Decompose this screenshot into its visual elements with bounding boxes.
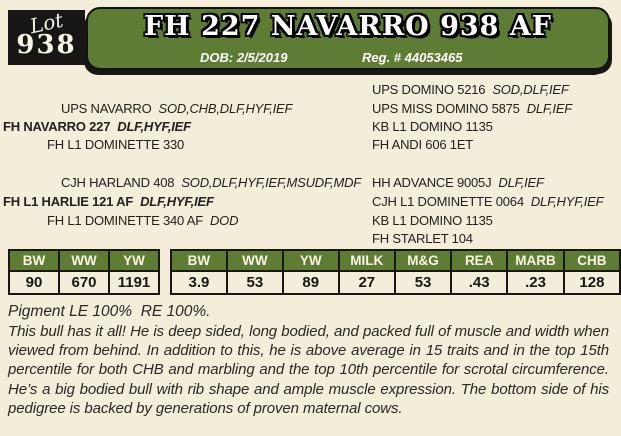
value-marb: .23 [506, 270, 565, 295]
pedigree-dam-of-dam: FH L1 DOMINETTE 340 AF DOD [47, 213, 238, 228]
ancestor-name: UPS DOMINO 5216 [372, 82, 486, 97]
epd-table: BW WW YW MILK M&G REA MARB CHB 3.9 53 89… [170, 249, 621, 295]
performance-value-row: 90 670 1191 [8, 270, 160, 295]
ancestor-flags: SOD,CHB,DLF,HYF,IEF [158, 101, 293, 116]
ancestor-name: CJH HARLAND 408 [61, 175, 175, 190]
ancestor-name: CJH L1 DOMINETTE 0064 [372, 194, 524, 209]
dob-text: DOB: 2/5/2019 [200, 50, 288, 65]
ancestor-name: FH L1 DOMINETTE 330 [47, 137, 185, 152]
sire-name: FH NAVARRO 227 [3, 119, 111, 134]
registration-number: Reg. # 44053465 [362, 50, 463, 65]
lot-badge: Lot 938 [8, 8, 85, 65]
pedigree-ancestor: UPS MISS DOMINO 5875 DLF,IEF [372, 101, 572, 116]
title-banner: FH 227 NAVARRO 938 AF DOB: 2/5/2019 Reg.… [86, 7, 610, 70]
pedigree-sire-of-sire: UPS NAVARRO SOD,CHB,DLF,HYF,IEF [61, 101, 292, 116]
ancestor-name: KB L1 DOMINO 1135 [372, 213, 493, 228]
ancestor-flags: SOD,DLF,HYF,IEF,MSUDF,MDF [181, 175, 362, 190]
col-header-ww: WW [225, 249, 284, 272]
value-yw: 1191 [108, 270, 160, 295]
value-ww: 670 [58, 270, 110, 295]
col-header-yw: YW [108, 249, 160, 272]
pedigree-dam: FH L1 HARLIE 121 AF DLF,HYF,IEF [3, 194, 214, 209]
value-chb: 128 [562, 270, 621, 295]
ancestor-flags: DLF,IEF [498, 175, 544, 190]
ancestor-flags: SOD,DLF,IEF [492, 82, 569, 97]
pigment-note: Pigment LE 100% RE 100%. [8, 303, 211, 320]
col-header-mg: M&G [393, 249, 453, 272]
epd-header-row: BW WW YW MILK M&G REA MARB CHB [170, 249, 621, 272]
ancestor-name: FH STARLET 104 [372, 231, 473, 246]
pedigree-ancestor: FH STARLET 104 [372, 231, 480, 246]
sire-flags: DLF,HYF,IEF [117, 119, 191, 134]
ancestor-name: UPS MISS DOMINO 5875 [372, 101, 520, 116]
value-rea: .43 [450, 270, 509, 295]
col-header-bw: BW [8, 249, 60, 272]
ancestor-name: KB L1 DOMINO 1135 [372, 119, 493, 134]
pedigree-sire-of-dam: CJH HARLAND 408 SOD,DLF,HYF,IEF,MSUDF,MDF [61, 175, 361, 190]
col-header-yw: YW [281, 249, 340, 272]
value-mg: 53 [393, 270, 453, 295]
performance-header-row: BW WW YW [8, 249, 160, 272]
col-header-rea: REA [450, 249, 509, 272]
pedigree-ancestor: CJH L1 DOMINETTE 0064 DLF,HYF,IEF [372, 194, 604, 209]
banner-subline: DOB: 2/5/2019 Reg. # 44053465 [88, 50, 608, 66]
value-ww: 53 [225, 270, 284, 295]
sale-description: This bull has it all! He is deep sided, … [8, 323, 609, 417]
col-header-marb: MARB [506, 249, 565, 272]
ancestor-flags: DLF,IEF [526, 101, 573, 116]
ancestor-name: FH L1 DOMINETTE 340 AF [47, 213, 203, 228]
pedigree-ancestor: KB L1 DOMINO 1135 [372, 119, 500, 134]
dam-name: FH L1 HARLIE 121 AF [3, 194, 134, 209]
ancestor-flags: DLF,HYF,IEF [530, 194, 604, 209]
pedigree-ancestor: FH ANDI 606 1ET [372, 137, 480, 152]
epd-value-row: 3.9 53 89 27 53 .43 .23 128 [170, 270, 621, 295]
ancestor-name: UPS NAVARRO [61, 101, 152, 116]
performance-table: BW WW YW 90 670 1191 [8, 249, 160, 295]
col-header-milk: MILK [337, 249, 396, 272]
value-bw: 90 [8, 270, 60, 295]
value-milk: 27 [337, 270, 396, 295]
col-header-ww: WW [58, 249, 110, 272]
ancestor-name: HH ADVANCE 9005J [372, 175, 492, 190]
ancestor-name: FH ANDI 606 1ET [372, 137, 474, 152]
pedigree-ancestor: HH ADVANCE 9005J DLF,IEF [372, 175, 544, 190]
animal-name-title: FH 227 NAVARRO 938 AF [144, 11, 552, 42]
col-header-bw: BW [170, 249, 228, 272]
col-header-chb: CHB [562, 249, 621, 272]
ancestor-flags: DOD [209, 213, 239, 228]
pedigree-ancestor: KB L1 DOMINO 1135 [372, 213, 500, 228]
lot-number: 938 [16, 30, 77, 60]
value-bw: 3.9 [170, 270, 228, 295]
pedigree-dam-of-sire: FH L1 DOMINETTE 330 [47, 137, 191, 152]
value-yw: 89 [281, 270, 340, 295]
dam-flags: DLF,HYF,IEF [140, 194, 214, 209]
pedigree-ancestor: UPS DOMINO 5216 SOD,DLF,IEF [372, 82, 569, 97]
pedigree-sire: FH NAVARRO 227 DLF,HYF,IEF [3, 119, 191, 134]
